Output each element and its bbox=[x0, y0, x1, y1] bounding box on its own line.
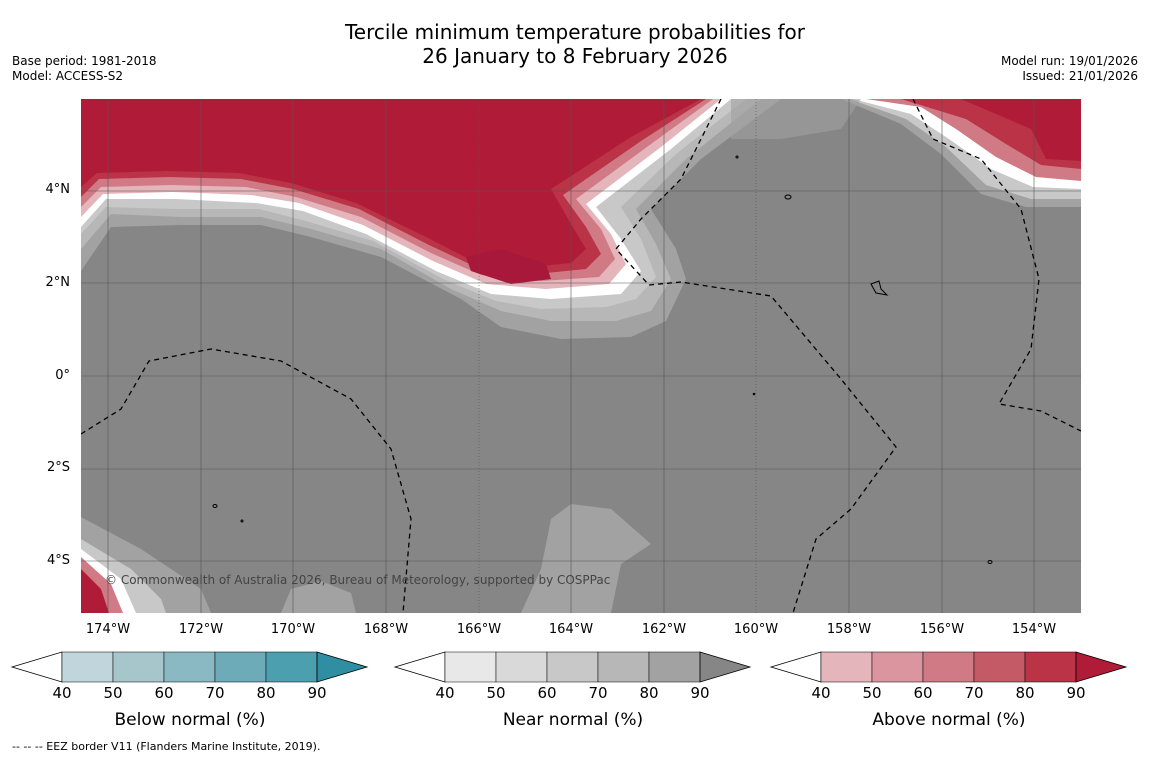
eez-borders bbox=[81, 99, 1081, 613]
model-run: Model run: 19/01/2026 bbox=[1000, 54, 1138, 68]
colorbar-tick-label: 40 bbox=[52, 684, 72, 702]
lat-label-2n: 2°N bbox=[45, 275, 71, 290]
graticule bbox=[81, 99, 1081, 613]
near-normal-band-top bbox=[731, 99, 861, 139]
colorbar-extend-low bbox=[393, 651, 446, 683]
colorbar-segment bbox=[163, 651, 216, 683]
base-period: Base period: 1981-2018 bbox=[12, 54, 157, 68]
lon-label-164w: 164°W bbox=[548, 622, 594, 637]
colorbar-extend-high bbox=[316, 651, 369, 683]
lon-label-156w: 156°W bbox=[919, 622, 965, 637]
lon-label-168w: 168°W bbox=[363, 622, 409, 637]
colorbar-tick-label: 50 bbox=[862, 684, 882, 702]
colorbar-tick-label: 60 bbox=[154, 684, 174, 702]
colorbar-segment bbox=[597, 651, 650, 683]
colorbar-tick-label: 60 bbox=[913, 684, 933, 702]
above-normal-east bbox=[866, 99, 1081, 181]
colorbars bbox=[10, 651, 1128, 683]
near-normal-patch-south-1 bbox=[281, 581, 356, 613]
colorbar-segment bbox=[214, 651, 267, 683]
issued-date: Issued: 21/01/2026 bbox=[1022, 69, 1138, 83]
lon-label-166w: 166°W bbox=[456, 622, 502, 637]
colorbar-segment bbox=[648, 651, 701, 683]
colorbar-segment bbox=[820, 651, 873, 683]
colorbar-segment bbox=[871, 651, 924, 683]
colorbar-near-normal bbox=[393, 651, 752, 683]
lon-label-158w: 158°W bbox=[826, 622, 872, 637]
lat-label-2s: 2°S bbox=[46, 460, 70, 475]
eez-footnote: -- -- -- EEZ border V11 (Flanders Marine… bbox=[12, 740, 321, 753]
colorbar-above-normal bbox=[769, 651, 1128, 683]
lat-label-0: 0° bbox=[55, 368, 70, 383]
colorbar-extend-high bbox=[1075, 651, 1128, 683]
lon-label-162w: 162°W bbox=[641, 622, 687, 637]
colorbar-tick-label: 60 bbox=[537, 684, 557, 702]
colorbar-tick-label: 40 bbox=[811, 684, 831, 702]
colorbar-tick-label: 70 bbox=[205, 684, 225, 702]
colorbar-extend-low bbox=[769, 651, 822, 683]
lon-label-154w: 154°W bbox=[1011, 622, 1057, 637]
colorbar-tick-label: 90 bbox=[307, 684, 327, 702]
colorbar-segment bbox=[1024, 651, 1077, 683]
map-credit: © Commonwealth of Australia 2026, Bureau… bbox=[105, 573, 611, 587]
colorbar-segment bbox=[922, 651, 975, 683]
meta-left: Base period: 1981-2018 Model: ACCESS-S2 bbox=[12, 54, 157, 84]
lon-label-160w: 160°W bbox=[733, 622, 779, 637]
map-title: Tercile minimum temperature probabilitie… bbox=[0, 20, 1150, 68]
colorbar-tick-label: 80 bbox=[639, 684, 659, 702]
colorbar-tick-label: 70 bbox=[964, 684, 984, 702]
colorbar-tick-label: 90 bbox=[690, 684, 710, 702]
title-line-1: Tercile minimum temperature probabilitie… bbox=[344, 20, 806, 44]
islands bbox=[212, 155, 993, 564]
above-normal-north bbox=[81, 99, 721, 289]
colorbar-below-normal bbox=[10, 651, 369, 683]
colorbar-tick-label: 90 bbox=[1066, 684, 1086, 702]
colorbar-segment bbox=[973, 651, 1026, 683]
colorbar-segment bbox=[546, 651, 599, 683]
meta-right: Model run: 19/01/2026 Issued: 21/01/2026 bbox=[1001, 54, 1138, 84]
colorbar-segment bbox=[265, 651, 318, 683]
colorbar-segment bbox=[495, 651, 548, 683]
model-name: Model: ACCESS-S2 bbox=[12, 69, 124, 83]
lon-label-174w: 174°W bbox=[85, 622, 131, 637]
lon-label-170w: 170°W bbox=[270, 622, 316, 637]
above-normal-south-west bbox=[81, 517, 211, 613]
lat-label-4n: 4°N bbox=[45, 182, 71, 197]
title-line-2: 26 January to 8 February 2026 bbox=[422, 44, 728, 68]
colorbar-tick-label: 70 bbox=[588, 684, 608, 702]
lat-label-4s: 4°S bbox=[46, 553, 70, 568]
colorbar-segment bbox=[444, 651, 497, 683]
colorbar-segment bbox=[61, 651, 114, 683]
lon-label-172w: 172°W bbox=[178, 622, 224, 637]
colorbar-tick-label: 50 bbox=[486, 684, 506, 702]
colorbar-extend-high bbox=[699, 651, 752, 683]
colorbar-segment bbox=[112, 651, 165, 683]
colorbar-label-below: Below normal (%) bbox=[114, 710, 266, 730]
colorbar-tick-label: 50 bbox=[103, 684, 123, 702]
colorbar-label-near: Near normal (%) bbox=[502, 710, 644, 730]
colorbar-label-above: Above normal (%) bbox=[872, 710, 1026, 730]
near-normal-patch-south-2 bbox=[521, 504, 651, 613]
colorbar-tick-label: 40 bbox=[435, 684, 455, 702]
colorbar-tick-label: 80 bbox=[256, 684, 276, 702]
colorbar-tick-label: 80 bbox=[1015, 684, 1035, 702]
probability-map bbox=[81, 99, 1081, 613]
colorbar-extend-low bbox=[10, 651, 63, 683]
